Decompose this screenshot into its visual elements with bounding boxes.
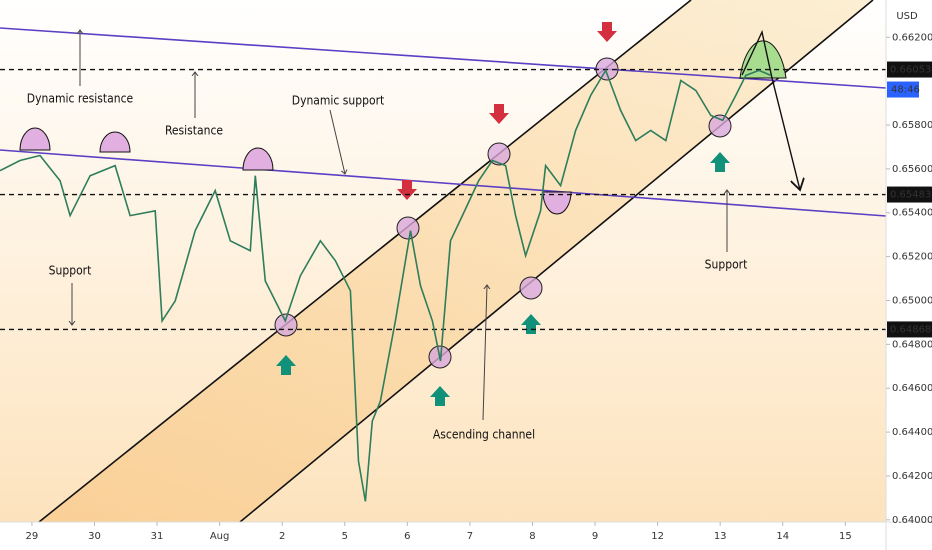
x-tick-label: 2 [279,531,285,542]
x-tick-label: 5 [342,531,348,542]
price-line [0,68,772,502]
annotation: Dynamic support [292,94,385,108]
level-tag [887,321,932,338]
y-tick-label: 0.65400 [892,208,932,219]
y-tick-label: 0.64400 [892,427,932,438]
level-label: 0.64868 [890,324,931,335]
y-tick-label: 0.65000 [892,295,932,306]
level-tag [887,61,932,78]
x-tick-label: 6 [404,531,410,542]
currency: USD [896,11,918,22]
x-tick-label: 31 [151,531,164,542]
y-tick-label: 0.64000 [892,515,932,526]
y-tick-label: 0.65800 [892,120,932,131]
level-label: 0.66053 [890,65,931,76]
x-tick-label: 9 [592,531,598,542]
y-tick-label: 0.65200 [892,252,932,263]
level-label: 0.65483 [890,190,931,201]
countdown: 48:46 [891,85,920,96]
y-tick-label: 0.64600 [892,383,932,394]
y-tick-label: 0.64200 [892,471,932,482]
x-tick-label: 15 [839,531,852,542]
x-tick-label: 14 [776,531,789,542]
drawings: Dynamic resistance Resistance Dynamic supp… [0,0,887,523]
y-tick-label: 0.64800 [892,339,932,350]
level-tag [887,186,932,203]
annotation: Resistance [165,124,223,138]
y-tick-label: 0.66200 [892,32,932,43]
annotation: Ascending channel [433,428,535,442]
y-tick-label: 0.65600 [892,164,932,175]
annotation: Dynamic resistance [27,92,134,106]
annotation: Support [705,258,748,272]
x-axis-panel [0,522,886,550]
x-tick-label: 8 [529,531,535,542]
x-tick-label: 12 [651,531,664,542]
annotation: Support [49,264,92,278]
x-tick-label: 7 [467,531,473,542]
x-tick-label: 29 [26,531,39,542]
channel-fill [39,0,873,522]
x-tick-label: Aug [210,531,230,542]
x-tick-label: 30 [88,531,101,542]
countdown-tag [887,81,919,98]
x-tick-label: 13 [714,531,727,542]
